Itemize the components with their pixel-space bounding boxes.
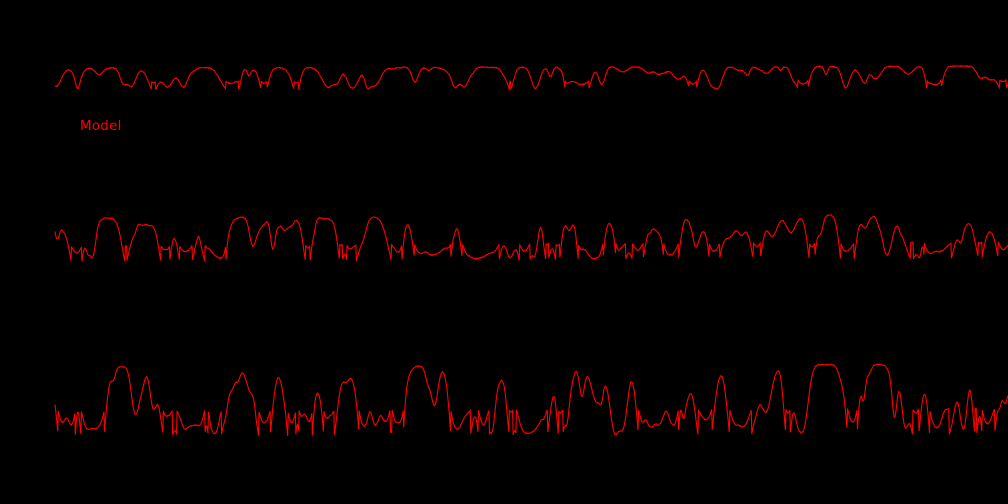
spectrum-trace-panel-3 — [54, 363, 1008, 437]
spectrum-trace-panel-1 — [54, 64, 1008, 92]
spectrum-trace-panel-2 — [54, 214, 1008, 262]
model-legend-label: Model — [80, 118, 122, 134]
